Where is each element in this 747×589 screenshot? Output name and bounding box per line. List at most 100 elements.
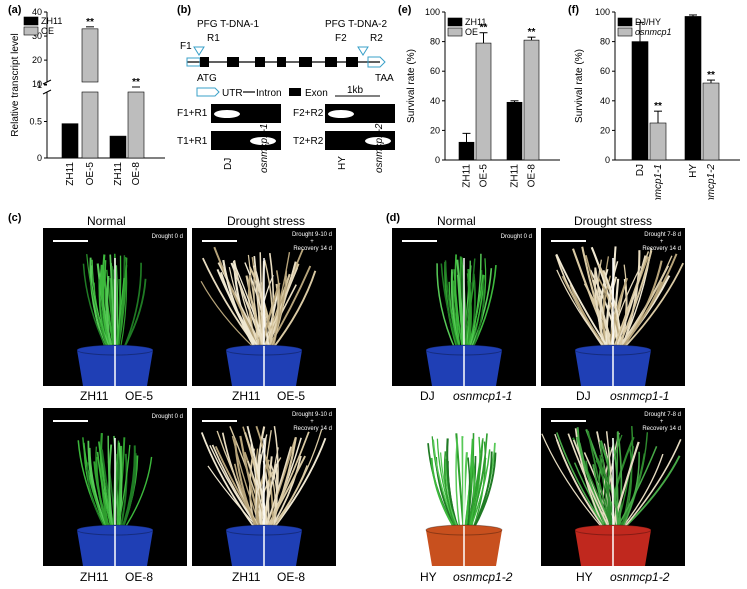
bar: [458, 141, 475, 161]
leaf: [259, 252, 265, 351]
leaf: [471, 275, 485, 351]
leaf: [443, 451, 457, 531]
tdna2-triangle-icon: [357, 46, 369, 56]
x-tick-label: ZH11: [510, 164, 521, 188]
bar: [702, 82, 720, 161]
c-caption-oe5: OE-5: [125, 389, 154, 403]
x-tick-label: osnmcp1-2: [706, 164, 717, 200]
leaf: [86, 462, 107, 531]
c-caption-zh11-top: ZH11: [80, 389, 109, 403]
leaf: [116, 255, 122, 351]
leaf: [119, 257, 128, 351]
x-tick-label: OE-8: [131, 162, 142, 186]
y-tick-label: 0: [435, 155, 440, 165]
leaf: [264, 455, 306, 531]
leaf: [621, 455, 681, 531]
x-tick-label: DJ: [635, 164, 646, 176]
bar: [81, 91, 99, 159]
leaf: [615, 446, 658, 531]
c-caption-oe5-2: OE-5: [277, 389, 306, 403]
leaf: [471, 452, 497, 531]
significance-mark: **: [528, 27, 536, 38]
leaf: [119, 453, 128, 531]
tdna1-label: PFG T-DNA-1: [197, 19, 259, 30]
photo-d-stress-top: Drought 7-8 d + Recovery 14 d: [541, 228, 685, 386]
leaf: [602, 256, 610, 351]
leaf: [268, 436, 297, 531]
leaf: [469, 268, 493, 351]
panel-label-c: (c): [8, 212, 22, 224]
gel-band: [250, 137, 276, 145]
bar: [475, 42, 492, 161]
leaf: [561, 275, 609, 351]
leaf: [118, 442, 123, 531]
leaf: [271, 270, 281, 351]
gel-row-f1r1: F1+R1: [177, 108, 208, 119]
significance-mark: **: [480, 23, 488, 34]
y-tick-label: 1: [37, 80, 42, 90]
leaf: [448, 281, 461, 351]
leaf: [612, 251, 650, 351]
gel-row-t1r1: T1+R1: [177, 136, 208, 147]
atg-label: ATG: [197, 73, 217, 84]
leaf: [621, 262, 684, 351]
leaf: [621, 438, 682, 531]
leaf: [556, 269, 608, 351]
leaf: [463, 460, 474, 531]
leaf: [216, 430, 261, 531]
bar: [523, 39, 540, 161]
taa-label: TAA: [375, 73, 394, 84]
leaf: [620, 451, 640, 531]
chart-a: 0 0.5 110 20 30 40 Relative transcript level ZH…: [10, 7, 165, 186]
leaf: [605, 431, 616, 531]
bar: [649, 122, 667, 161]
leaf: [468, 454, 476, 531]
leaf: [541, 433, 605, 531]
leaf: [253, 266, 261, 351]
bar: [61, 123, 79, 159]
legend-label: OE: [465, 27, 478, 37]
leaf: [587, 430, 613, 531]
y-tick-label: 40: [430, 96, 440, 106]
gel-row-t2r2: T2+R2: [293, 136, 324, 147]
photo-c-normal-bottom: Drought 0 d: [43, 408, 187, 566]
c-header-normal: Normal: [87, 214, 126, 228]
legend-scale: 1kb: [347, 85, 364, 96]
c-caption-zh11-top2: ZH11: [232, 389, 261, 403]
leaf: [116, 445, 123, 531]
y-axis-label: Survival rate (%): [406, 49, 417, 123]
leaf: [436, 263, 457, 351]
leaf: [454, 254, 461, 351]
leaf: [120, 445, 136, 531]
leaf: [86, 254, 110, 351]
leaf: [233, 463, 260, 531]
y-tick-label: 80: [600, 37, 610, 47]
legend-swatch: [23, 26, 39, 36]
axis-break: [42, 79, 52, 85]
leaf: [455, 438, 461, 531]
panel-label-d: (d): [386, 212, 401, 224]
leaf: [594, 267, 613, 351]
legend-label: osnmcp1: [635, 27, 672, 37]
leaf: [605, 261, 619, 351]
leaf: [200, 280, 257, 351]
leaf: [556, 439, 607, 531]
bar: [81, 28, 99, 83]
tdna2-label: PFG T-DNA-2: [325, 19, 387, 30]
y-tick-label: 20: [600, 125, 610, 135]
exon-1: [200, 57, 209, 67]
d-header-normal: Normal: [437, 214, 476, 228]
legend-swatch: [447, 17, 463, 27]
photo-c-stress-bottom: Drought 9-10 d + Recovery 14 d: [192, 408, 336, 566]
d-caption-osnmcp1-2: osnmcp1-2: [453, 570, 513, 584]
legend-label: OE: [41, 26, 54, 36]
exon-5: [299, 57, 312, 67]
leaf: [617, 431, 623, 531]
leaf: [96, 451, 114, 531]
x-tick-label: OE-8: [527, 164, 538, 188]
leaf: [463, 280, 475, 351]
significance-mark: **: [654, 101, 662, 112]
y-axis-label: Relative transcript level: [10, 33, 21, 136]
gel-lane-osnmcp1-1: osnmcp1-1: [259, 124, 270, 173]
bar: [506, 101, 523, 161]
